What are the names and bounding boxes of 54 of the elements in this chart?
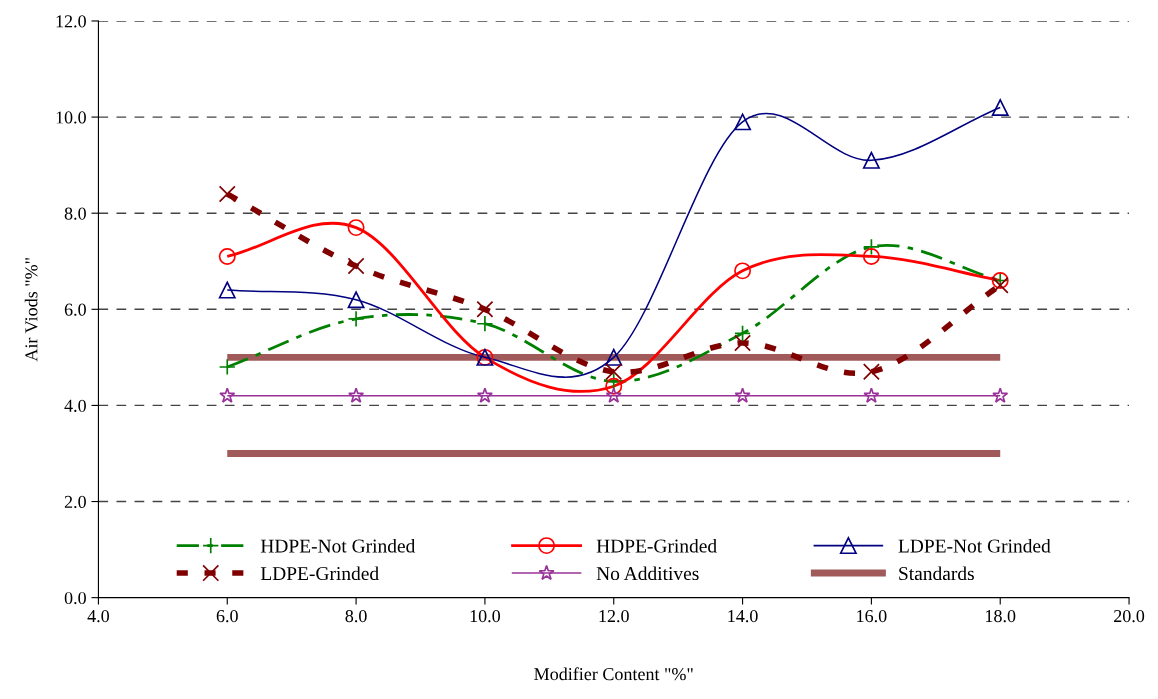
point (218, 185, 236, 203)
point (991, 98, 1009, 116)
point (734, 334, 752, 352)
x-tick-label: 18.0 (986, 609, 1016, 623)
point (734, 262, 752, 280)
point (862, 247, 880, 265)
point (219, 387, 236, 403)
point (218, 358, 236, 376)
point (476, 315, 494, 333)
x-tick-label: 8.0 (345, 609, 367, 623)
point (734, 387, 751, 403)
legend-label: Standards (899, 566, 974, 581)
x-tick-label: 12.0 (599, 609, 629, 623)
y-tick-label: 12.0 (56, 15, 86, 28)
x-tick-label: 20.0 (1114, 609, 1145, 623)
point (347, 310, 365, 328)
point (347, 387, 365, 403)
point (347, 219, 365, 237)
point (605, 348, 623, 366)
point (862, 363, 880, 381)
point (218, 281, 236, 299)
point (862, 238, 880, 256)
point (347, 257, 365, 275)
point (476, 300, 494, 318)
point (734, 324, 752, 342)
point (218, 247, 236, 265)
point (991, 276, 1009, 294)
x-tick-label: 6.0 (216, 609, 238, 623)
y-tick-label: 4.0 (64, 399, 86, 412)
legend-label: LDPE-Grinded (260, 566, 379, 581)
y-tick-label: 0.0 (64, 591, 86, 605)
point (992, 387, 1009, 403)
point (347, 291, 365, 309)
x-tick-label: 14.0 (728, 609, 758, 623)
y-tick-label: 10.0 (56, 111, 86, 124)
x-axis-title: Modifier Content "%" (534, 667, 693, 681)
point (476, 387, 494, 403)
legend-label: No Additives (596, 566, 699, 581)
legend-label: HDPE-Not Grinded (260, 538, 416, 553)
point (605, 363, 623, 381)
point (605, 377, 623, 395)
y-axis-title: Air Viods "%" (24, 258, 38, 362)
x-tick-label: 4.0 (87, 609, 110, 623)
y-tick-label: 2.0 (64, 495, 86, 509)
point (605, 387, 622, 403)
point (863, 387, 880, 403)
x-tick-label: 10.0 (470, 609, 501, 623)
y-tick-label: 6.0 (64, 303, 86, 316)
legend-label: HDPE-Grinded (596, 538, 717, 553)
point (734, 113, 752, 131)
point (862, 151, 880, 169)
legend-label: LDPE-Not Grinded (898, 538, 1051, 553)
x-tick-label: 16.0 (857, 609, 887, 623)
y-tick-label: 8.0 (64, 207, 86, 220)
